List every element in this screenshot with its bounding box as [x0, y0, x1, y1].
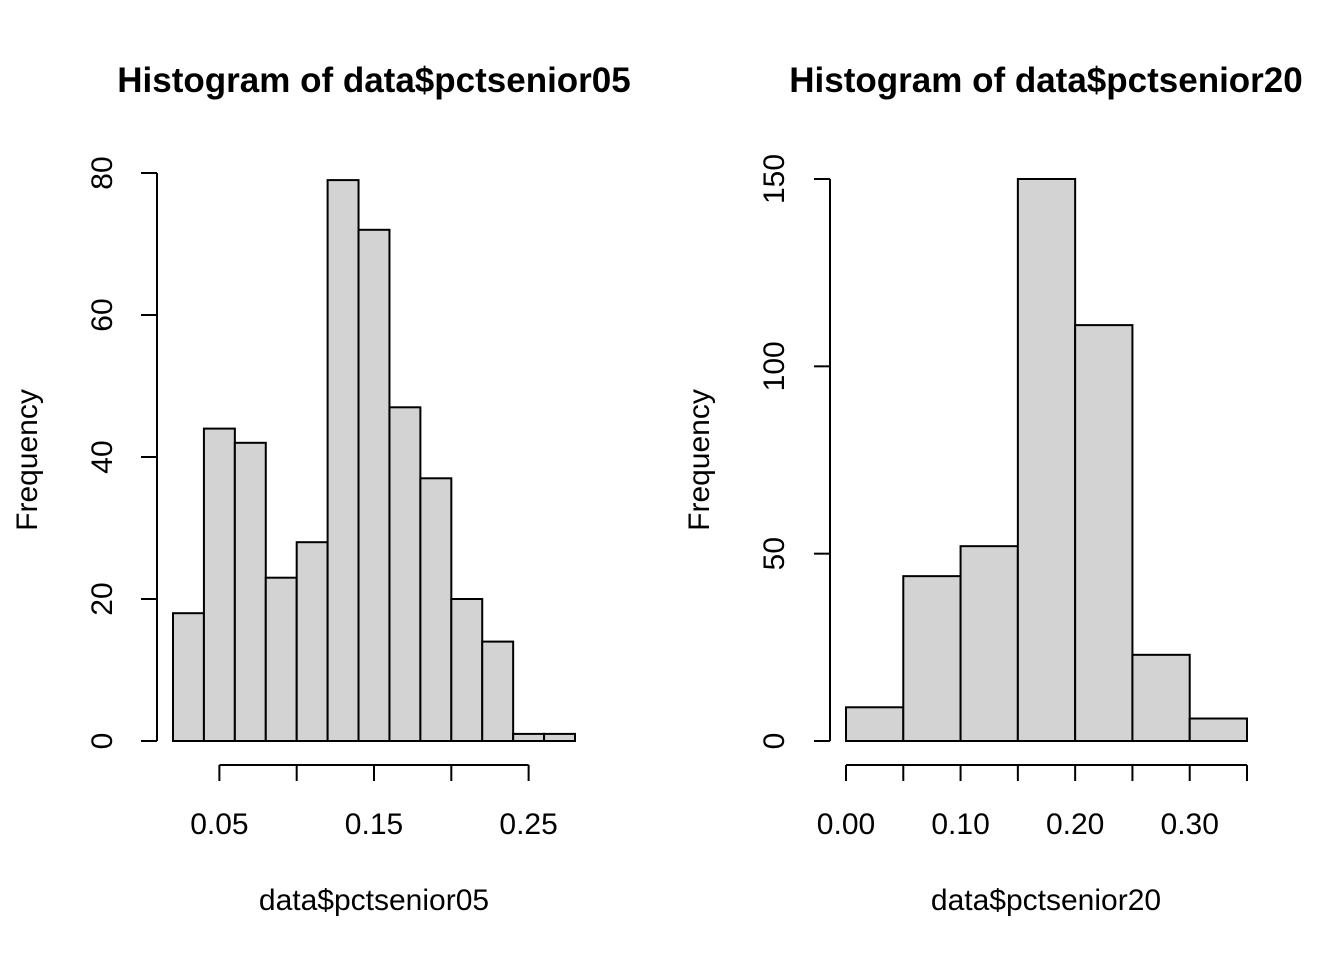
bar-group — [172, 179, 576, 743]
histogram-bar — [512, 732, 546, 743]
x-axis-label: data$pctsenior05 — [259, 884, 489, 917]
y-tick-label: 150 — [758, 154, 791, 204]
histogram-bar — [202, 427, 236, 742]
x-tick-label: 0.20 — [1046, 808, 1104, 841]
x-tick-label: 0.25 — [499, 808, 557, 841]
y-axis-label: Frequency — [11, 389, 44, 531]
chart-title: Histogram of data$pctsenior05 — [117, 61, 630, 100]
x-axis: 0.00 0.10 0.20 0.30 — [817, 764, 1248, 841]
histogram-bar — [1016, 178, 1077, 742]
chart-title: Histogram of data$pctsenior20 — [789, 61, 1302, 100]
y-tick-label: 40 — [86, 440, 119, 473]
histogram-bar — [264, 576, 298, 743]
histogram-bar — [959, 545, 1019, 742]
x-tick-label: 0.10 — [931, 808, 989, 841]
histogram-bar — [388, 406, 422, 742]
histogram-bar — [481, 640, 515, 742]
histogram-bar — [902, 575, 962, 742]
histogram-panel-pctsenior20: Histogram of data$pctsenior20 data$pctse… — [683, 61, 1303, 917]
y-tick-label: 80 — [86, 156, 119, 189]
y-tick-label: 0 — [758, 733, 791, 750]
histogram-bar — [1131, 653, 1191, 742]
x-tick-label: 0.05 — [190, 808, 248, 841]
histogram-bar — [1188, 717, 1248, 743]
x-tick-label: 0.15 — [345, 808, 403, 841]
histogram-bar — [295, 541, 329, 743]
y-axis: 0 50 100 150 — [758, 154, 831, 750]
y-tick-label: 50 — [758, 537, 791, 570]
histogram-bar — [845, 706, 905, 743]
bar-group — [845, 178, 1248, 743]
histogram-bar — [1074, 324, 1134, 742]
histogram-bar — [326, 179, 360, 743]
histogram-panel-pctsenior05: Histogram of data$pctsenior05 data$pctse… — [11, 61, 631, 917]
y-tick-label: 100 — [758, 341, 791, 391]
histogram-bar — [450, 598, 484, 742]
histogram-bar — [172, 612, 205, 743]
y-tick-label: 0 — [86, 733, 119, 750]
y-tick-label: 60 — [86, 298, 119, 331]
y-axis-label: Frequency — [683, 389, 716, 531]
histogram-bar — [419, 477, 453, 742]
x-tick-label: 0.00 — [817, 808, 875, 841]
x-axis-label: data$pctsenior20 — [931, 884, 1161, 917]
x-axis: 0.05 0.15 0.25 — [190, 764, 558, 841]
y-axis: 0 20 40 60 80 — [86, 156, 158, 750]
x-tick-label: 0.30 — [1161, 808, 1219, 841]
histogram-bar — [233, 441, 267, 742]
histogram-bar — [543, 732, 576, 743]
histogram-bar — [357, 228, 391, 743]
y-tick-label: 20 — [86, 582, 119, 615]
